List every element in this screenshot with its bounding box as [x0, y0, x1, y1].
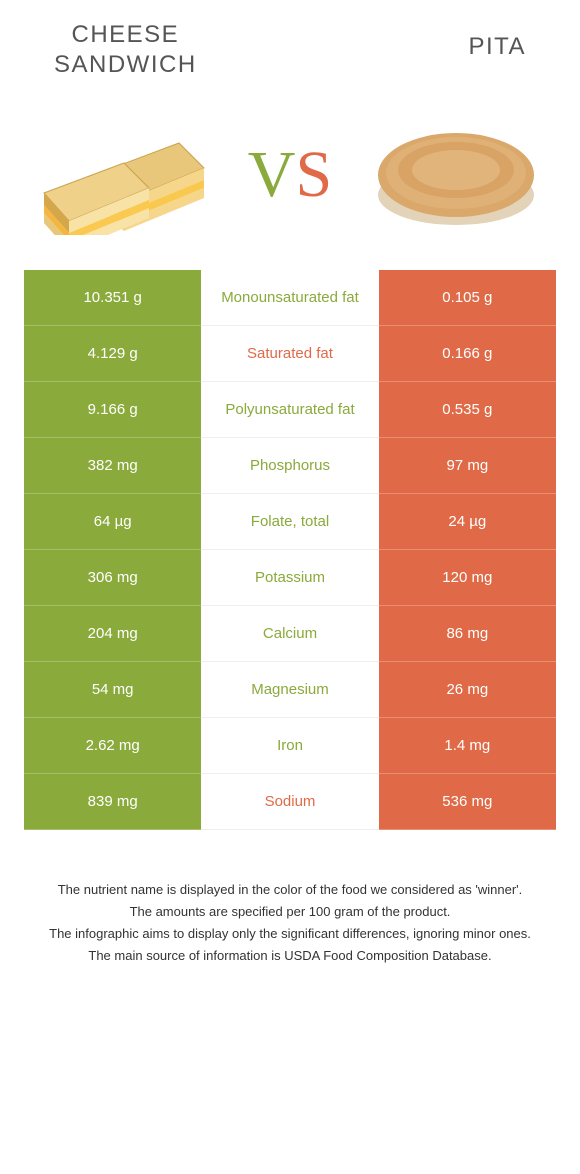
vs-label: VS — [248, 137, 332, 213]
nutrient-label: Potassium — [201, 550, 378, 606]
value-left: 4.129 g — [24, 326, 201, 382]
header: CHEESE SANDWICH PITA — [24, 20, 556, 80]
footnote-line: The infographic aims to display only the… — [36, 924, 544, 944]
value-left: 204 mg — [24, 606, 201, 662]
table-row: 54 mgMagnesium26 mg — [24, 662, 556, 718]
value-left: 10.351 g — [24, 270, 201, 326]
value-left: 306 mg — [24, 550, 201, 606]
pita-image — [366, 110, 546, 240]
footnotes: The nutrient name is displayed in the co… — [24, 880, 556, 967]
nutrient-label: Magnesium — [201, 662, 378, 718]
value-right: 26 mg — [379, 662, 556, 718]
table-row: 839 mgSodium536 mg — [24, 774, 556, 830]
food-title-right: PITA — [468, 20, 526, 62]
nutrient-label: Polyunsaturated fat — [201, 382, 378, 438]
table-row: 2.62 mgIron1.4 mg — [24, 718, 556, 774]
value-left: 54 mg — [24, 662, 201, 718]
table-row: 204 mgCalcium86 mg — [24, 606, 556, 662]
nutrient-label: Calcium — [201, 606, 378, 662]
table-row: 382 mgPhosphorus97 mg — [24, 438, 556, 494]
nutrient-label: Iron — [201, 718, 378, 774]
value-left: 839 mg — [24, 774, 201, 830]
value-left: 64 µg — [24, 494, 201, 550]
table-row: 64 µgFolate, total24 µg — [24, 494, 556, 550]
table-row: 9.166 gPolyunsaturated fat0.535 g — [24, 382, 556, 438]
value-left: 2.62 mg — [24, 718, 201, 774]
value-right: 1.4 mg — [379, 718, 556, 774]
nutrient-label: Monounsaturated fat — [201, 270, 378, 326]
table-row: 4.129 gSaturated fat0.166 g — [24, 326, 556, 382]
footnote-line: The amounts are specified per 100 gram o… — [36, 902, 544, 922]
nutrient-label: Phosphorus — [201, 438, 378, 494]
table-row: 306 mgPotassium120 mg — [24, 550, 556, 606]
cheese-sandwich-image — [34, 110, 214, 240]
value-right: 24 µg — [379, 494, 556, 550]
value-right: 120 mg — [379, 550, 556, 606]
value-right: 86 mg — [379, 606, 556, 662]
value-right: 0.166 g — [379, 326, 556, 382]
value-right: 97 mg — [379, 438, 556, 494]
footnote-line: The nutrient name is displayed in the co… — [36, 880, 544, 900]
food-title-left: CHEESE SANDWICH — [54, 20, 197, 80]
comparison-table: 10.351 gMonounsaturated fat0.105 g4.129 … — [24, 270, 556, 830]
footnote-line: The main source of information is USDA F… — [36, 946, 544, 966]
value-left: 382 mg — [24, 438, 201, 494]
nutrient-label: Saturated fat — [201, 326, 378, 382]
value-right: 0.535 g — [379, 382, 556, 438]
nutrient-label: Sodium — [201, 774, 378, 830]
value-right: 536 mg — [379, 774, 556, 830]
table-row: 10.351 gMonounsaturated fat0.105 g — [24, 270, 556, 326]
vs-row: VS — [24, 110, 556, 240]
value-left: 9.166 g — [24, 382, 201, 438]
value-right: 0.105 g — [379, 270, 556, 326]
nutrient-label: Folate, total — [201, 494, 378, 550]
